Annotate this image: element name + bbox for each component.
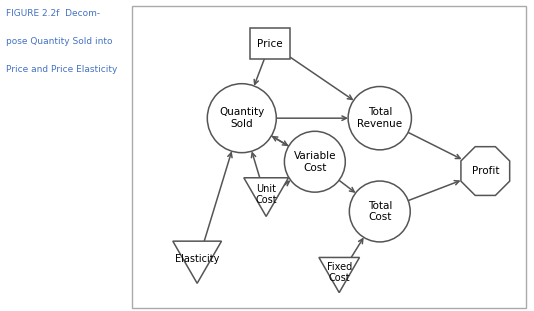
Text: Price: Price <box>257 39 283 49</box>
FancyBboxPatch shape <box>132 6 526 308</box>
Text: Total
Revenue: Total Revenue <box>357 107 402 129</box>
Text: Fixed
Cost: Fixed Cost <box>327 262 352 283</box>
Text: Variable
Cost: Variable Cost <box>294 151 336 173</box>
Ellipse shape <box>285 131 345 192</box>
Ellipse shape <box>207 84 276 153</box>
FancyBboxPatch shape <box>250 28 290 59</box>
Polygon shape <box>173 241 222 283</box>
Ellipse shape <box>348 86 411 150</box>
Text: FIGURE 2.2f  Decom-: FIGURE 2.2f Decom- <box>6 9 100 18</box>
Polygon shape <box>319 258 359 293</box>
Polygon shape <box>461 147 509 195</box>
Ellipse shape <box>349 181 410 242</box>
Text: Quantity
Sold: Quantity Sold <box>219 107 264 129</box>
Text: Unit
Cost: Unit Cost <box>255 183 277 205</box>
Text: Profit: Profit <box>472 166 499 176</box>
Polygon shape <box>244 178 288 216</box>
Text: Total
Cost: Total Cost <box>367 201 392 222</box>
Text: pose Quantity Sold into: pose Quantity Sold into <box>6 37 113 46</box>
Text: Elasticity: Elasticity <box>175 254 219 264</box>
Text: Price and Price Elasticity: Price and Price Elasticity <box>6 65 118 74</box>
